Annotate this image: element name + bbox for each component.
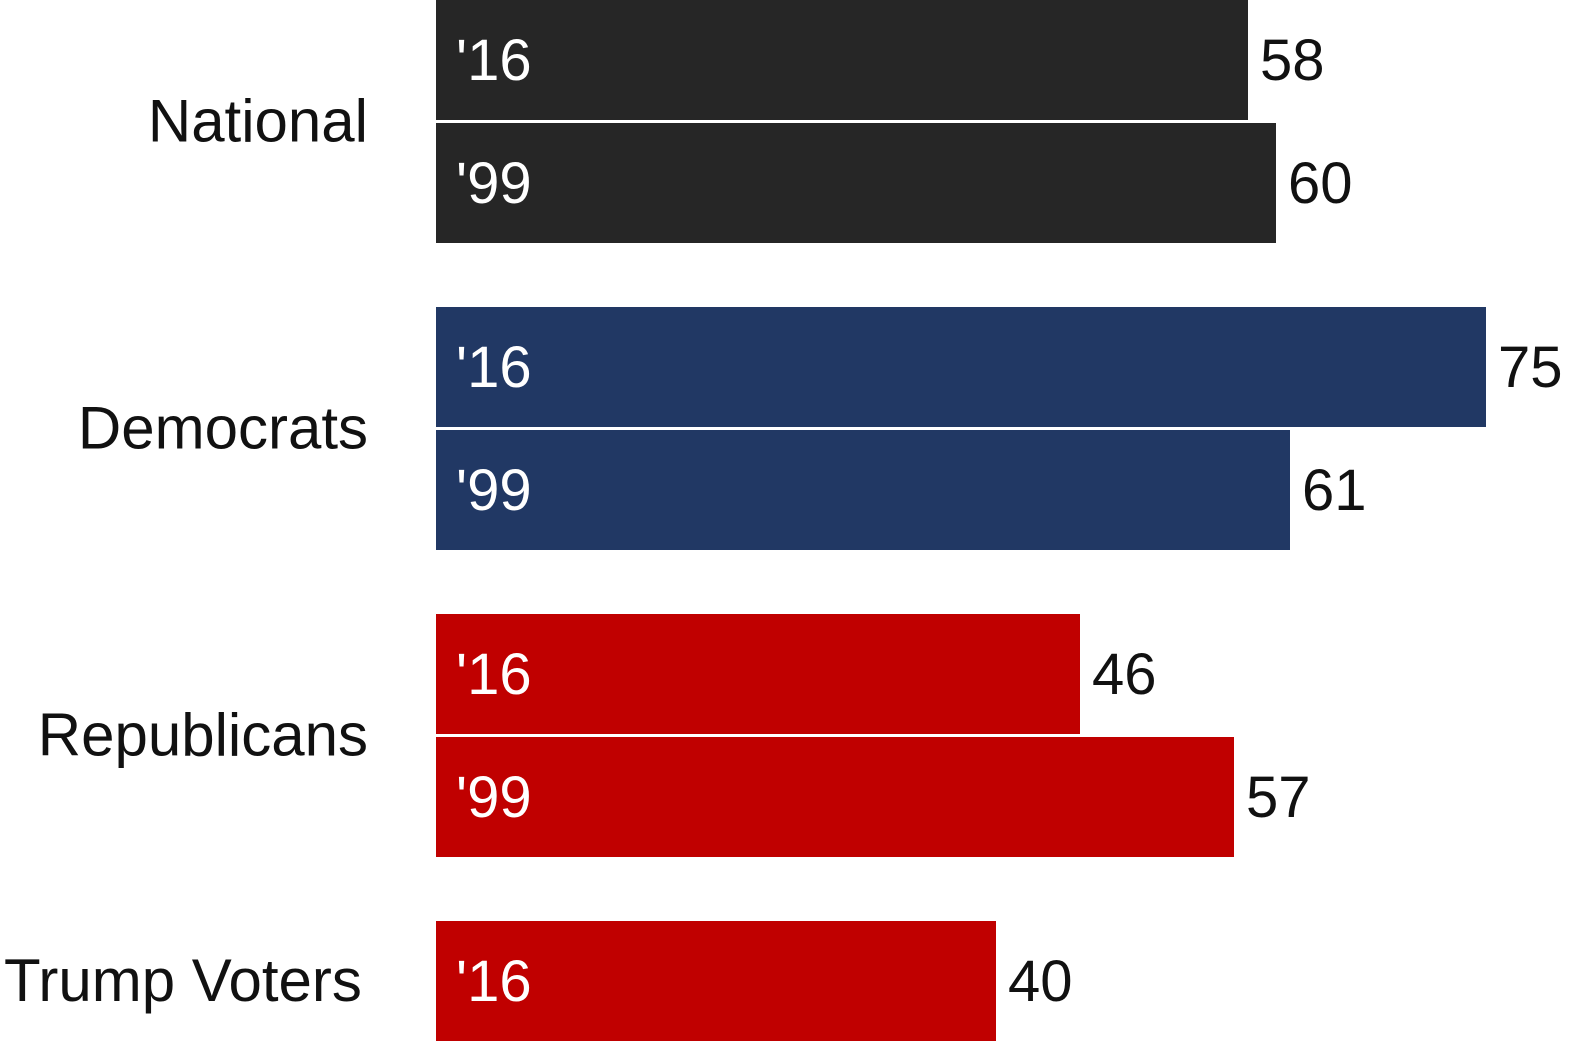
group-label-republicans: Republicans (38, 702, 368, 769)
bar-value-label: 46 (1092, 642, 1157, 707)
bar-value-label: 61 (1302, 458, 1367, 523)
bar-year-label: '99 (456, 151, 532, 216)
bar-year-label: '99 (456, 458, 532, 523)
bar-value-label: 58 (1260, 28, 1325, 93)
bar-value-label: 40 (1008, 949, 1073, 1014)
bar-year-label: '99 (456, 765, 532, 830)
group-label-democrats: Democrats (78, 395, 368, 462)
bar-value-label: 57 (1246, 765, 1311, 830)
bar-year-label: '16 (456, 335, 532, 400)
group-label-trump-voters: Trump Voters (4, 947, 362, 1014)
bar-national-1 (436, 123, 1276, 243)
bar-trump-voters-0 (436, 921, 996, 1041)
bar-year-label: '16 (456, 28, 532, 93)
bar-republicans-1 (436, 737, 1234, 857)
bar-year-label: '16 (456, 642, 532, 707)
bar-democrats-1 (436, 430, 1290, 550)
bar-year-label: '16 (456, 949, 532, 1014)
bar-value-label: 75 (1498, 335, 1563, 400)
bar-value-label: 60 (1288, 151, 1353, 216)
group-label-national: National (148, 88, 368, 155)
bar-national-0 (436, 0, 1248, 120)
bar-democrats-0 (436, 307, 1486, 427)
bar-republicans-0 (436, 614, 1080, 734)
